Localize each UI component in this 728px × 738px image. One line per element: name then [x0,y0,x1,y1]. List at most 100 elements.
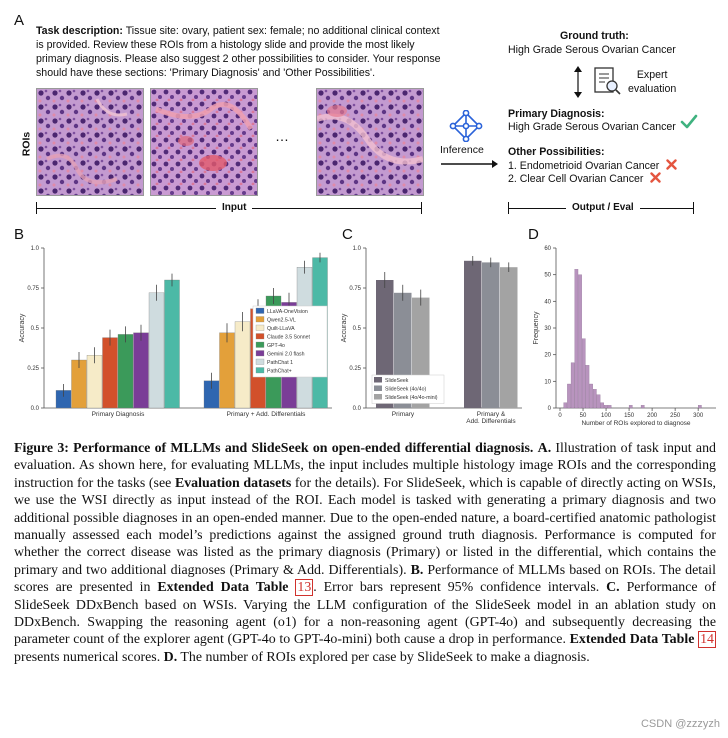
caption-a-bold: Evaluation datasets [174,475,292,491]
d-x-tick-label: 300 [693,413,704,419]
d-histogram-bar [600,402,604,409]
b-y-tick-label: 0.25 [27,366,39,372]
d-y-tick-label: 60 [544,246,551,252]
d-histogram-bar [604,405,608,409]
b-y-axis-label: Accuracy [19,313,26,342]
check-icon [680,114,698,129]
b-bar [117,334,134,409]
ground-truth-value: High Grade Serous Ovarian Cancer [508,44,676,56]
panel-c-letter: C [342,226,353,243]
b-legend-swatch [255,350,265,357]
c-bar [482,262,500,408]
inference-label: Inference [440,144,484,156]
b-x-tick-label: Primary Diagnosis [92,411,145,418]
panel-d-letter: D [528,226,539,243]
table-14-link[interactable]: 14 [698,631,716,649]
b-legend-swatch [255,333,265,340]
d-y-tick-label: 20 [544,353,551,359]
d-x-tick-label: 150 [624,413,635,419]
b-bar [148,292,165,409]
d-y-tick-label: 30 [544,326,551,332]
output-bracket-right-tick [693,202,694,214]
b-legend-label: Quilt-LLaVA [267,326,295,332]
d-y-tick-label: 50 [544,273,551,279]
histology-roi-image-2 [150,88,258,196]
rois-axis-label: ROIs [20,131,33,157]
inference-arrow-icon [441,160,498,168]
d-histogram-bar [574,269,579,409]
expert-label-line-1: Expert [636,69,668,81]
c-y-tick-label: 0.75 [349,286,361,292]
b-legend-swatch [255,367,265,374]
expert-evaluation-icon [594,67,621,95]
b-legend-label: Qwen2.5-VL [267,318,296,324]
c-y-tick-label: 0.0 [353,406,362,412]
b-legend-label: GPT-4o [267,343,285,349]
d-y-axis-label: Frequency [533,311,540,345]
expert-evaluation-label: Expert evaluation [628,68,676,96]
b-bar [219,332,235,409]
d-histogram-bar [607,405,612,409]
caption-c-bold: Extended Data Table [569,632,699,648]
table-13-link[interactable]: 13 [295,579,314,597]
c-legend-swatch [374,394,382,400]
input-bracket-right-tick [421,202,422,214]
d-y-tick-label: 40 [544,299,551,305]
c-legend-box [371,374,445,404]
panel-b-letter: B [14,226,25,243]
d-histogram-bar [640,405,645,409]
other-possibility-text-2: 2. Clear Cell Ovarian Cancer [508,173,644,185]
b-legend-label: Gemini 2.0 flash [267,352,305,358]
caption-b-bold: Extended Data Table [157,580,296,596]
b-y-tick-label: 0.75 [27,286,39,292]
cross-icon [650,172,662,183]
d-x-tick-label: 100 [601,413,612,419]
b-legend-swatch [255,358,265,365]
caption-d-label: D. [163,649,178,665]
d-histogram-bar [628,405,633,409]
d-y-tick-label: 10 [544,379,551,385]
caption-c-text-1: Performance of SlideSeek DDxBench based … [14,580,716,648]
other-possibility-item-2: 2. Clear Cell Ovarian Cancer [508,172,662,185]
task-description-prefix: Task description: [36,25,123,37]
b-y-tick-label: 1.0 [31,246,40,252]
output-bracket-left-tick [508,202,509,214]
task-description-text: Tissue site: ovary, patient sex: female;… [36,25,441,79]
b-legend-label: LLaVA-OneVision [267,309,308,315]
c-legend-label: SlideSeek [385,378,409,384]
b-bar [133,332,149,409]
c-x-tick-label: Primary & [477,411,506,418]
d-histogram-bar [589,383,593,409]
c-y-axis-label: Accuracy [341,313,348,342]
input-label: Input [216,202,253,213]
output-eval-label: Output / Eval [566,202,640,213]
d-histogram-bar [596,394,601,409]
d-x-tick-label: 50 [580,413,587,419]
histology-roi-image-3 [316,88,424,196]
task-description: Task description: Tissue site: ovary, pa… [36,24,446,80]
cross-icon [666,159,677,170]
other-possibility-item-1: 1. Endometrioid Ovarian Cancer [508,159,677,172]
d-y-tick-label: 0 [548,406,552,412]
c-legend-swatch [374,385,382,391]
b-bar [234,321,251,409]
b-legend-swatch [255,341,265,348]
b-legend-box [252,305,328,378]
histology-roi-image-1 [36,88,144,196]
b-legend-swatch [255,307,265,314]
other-possibilities-title: Other Possibilities: [508,146,605,158]
c-x-tick-label: Add. Differentials [466,418,516,425]
input-bracket-left-tick [36,202,37,214]
d-histogram-bar [593,389,597,409]
d-histogram-bar [581,338,586,409]
c-y-tick-label: 0.25 [349,366,361,372]
caption-a-label: A. [537,441,552,456]
b-legend-label: PathChat+ [267,369,292,375]
d-histogram-bar [563,402,568,409]
other-possibility-text-1: 1. Endometrioid Ovarian Cancer [508,160,660,172]
c-legend-swatch [374,377,382,383]
caption-b-text-1: Performance of MLLMs based on ROIs. The … [14,562,716,596]
d-x-tick-label: 0 [558,413,562,419]
c-legend-label: SlideSeek (4o/4o) [385,387,427,393]
caption-c-text-2: presents numerical scores. [14,649,164,665]
